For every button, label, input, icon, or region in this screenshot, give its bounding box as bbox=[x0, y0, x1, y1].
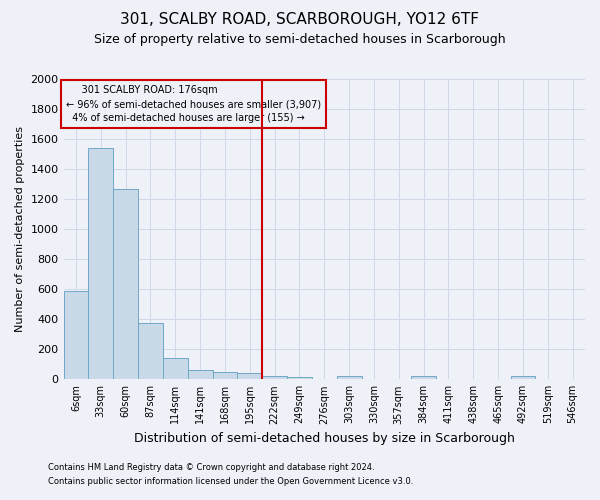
Text: 301 SCALBY ROAD: 176sqm
← 96% of semi-detached houses are smaller (3,907)
  4% o: 301 SCALBY ROAD: 176sqm ← 96% of semi-de… bbox=[66, 85, 321, 123]
Bar bbox=[113, 188, 138, 380]
Bar bbox=[138, 323, 163, 380]
Bar bbox=[411, 376, 436, 380]
Bar bbox=[511, 376, 535, 380]
Bar bbox=[212, 372, 238, 380]
Bar bbox=[64, 290, 88, 380]
Bar bbox=[287, 377, 312, 380]
Bar bbox=[238, 374, 262, 380]
X-axis label: Distribution of semi-detached houses by size in Scarborough: Distribution of semi-detached houses by … bbox=[134, 432, 515, 445]
Bar bbox=[337, 376, 362, 380]
Text: Size of property relative to semi-detached houses in Scarborough: Size of property relative to semi-detach… bbox=[94, 32, 506, 46]
Text: Contains public sector information licensed under the Open Government Licence v3: Contains public sector information licen… bbox=[48, 477, 413, 486]
Text: Contains HM Land Registry data © Crown copyright and database right 2024.: Contains HM Land Registry data © Crown c… bbox=[48, 464, 374, 472]
Text: 301, SCALBY ROAD, SCARBOROUGH, YO12 6TF: 301, SCALBY ROAD, SCARBOROUGH, YO12 6TF bbox=[121, 12, 479, 28]
Bar bbox=[88, 148, 113, 380]
Bar bbox=[262, 376, 287, 380]
Bar bbox=[188, 370, 212, 380]
Bar bbox=[163, 358, 188, 380]
Y-axis label: Number of semi-detached properties: Number of semi-detached properties bbox=[15, 126, 25, 332]
